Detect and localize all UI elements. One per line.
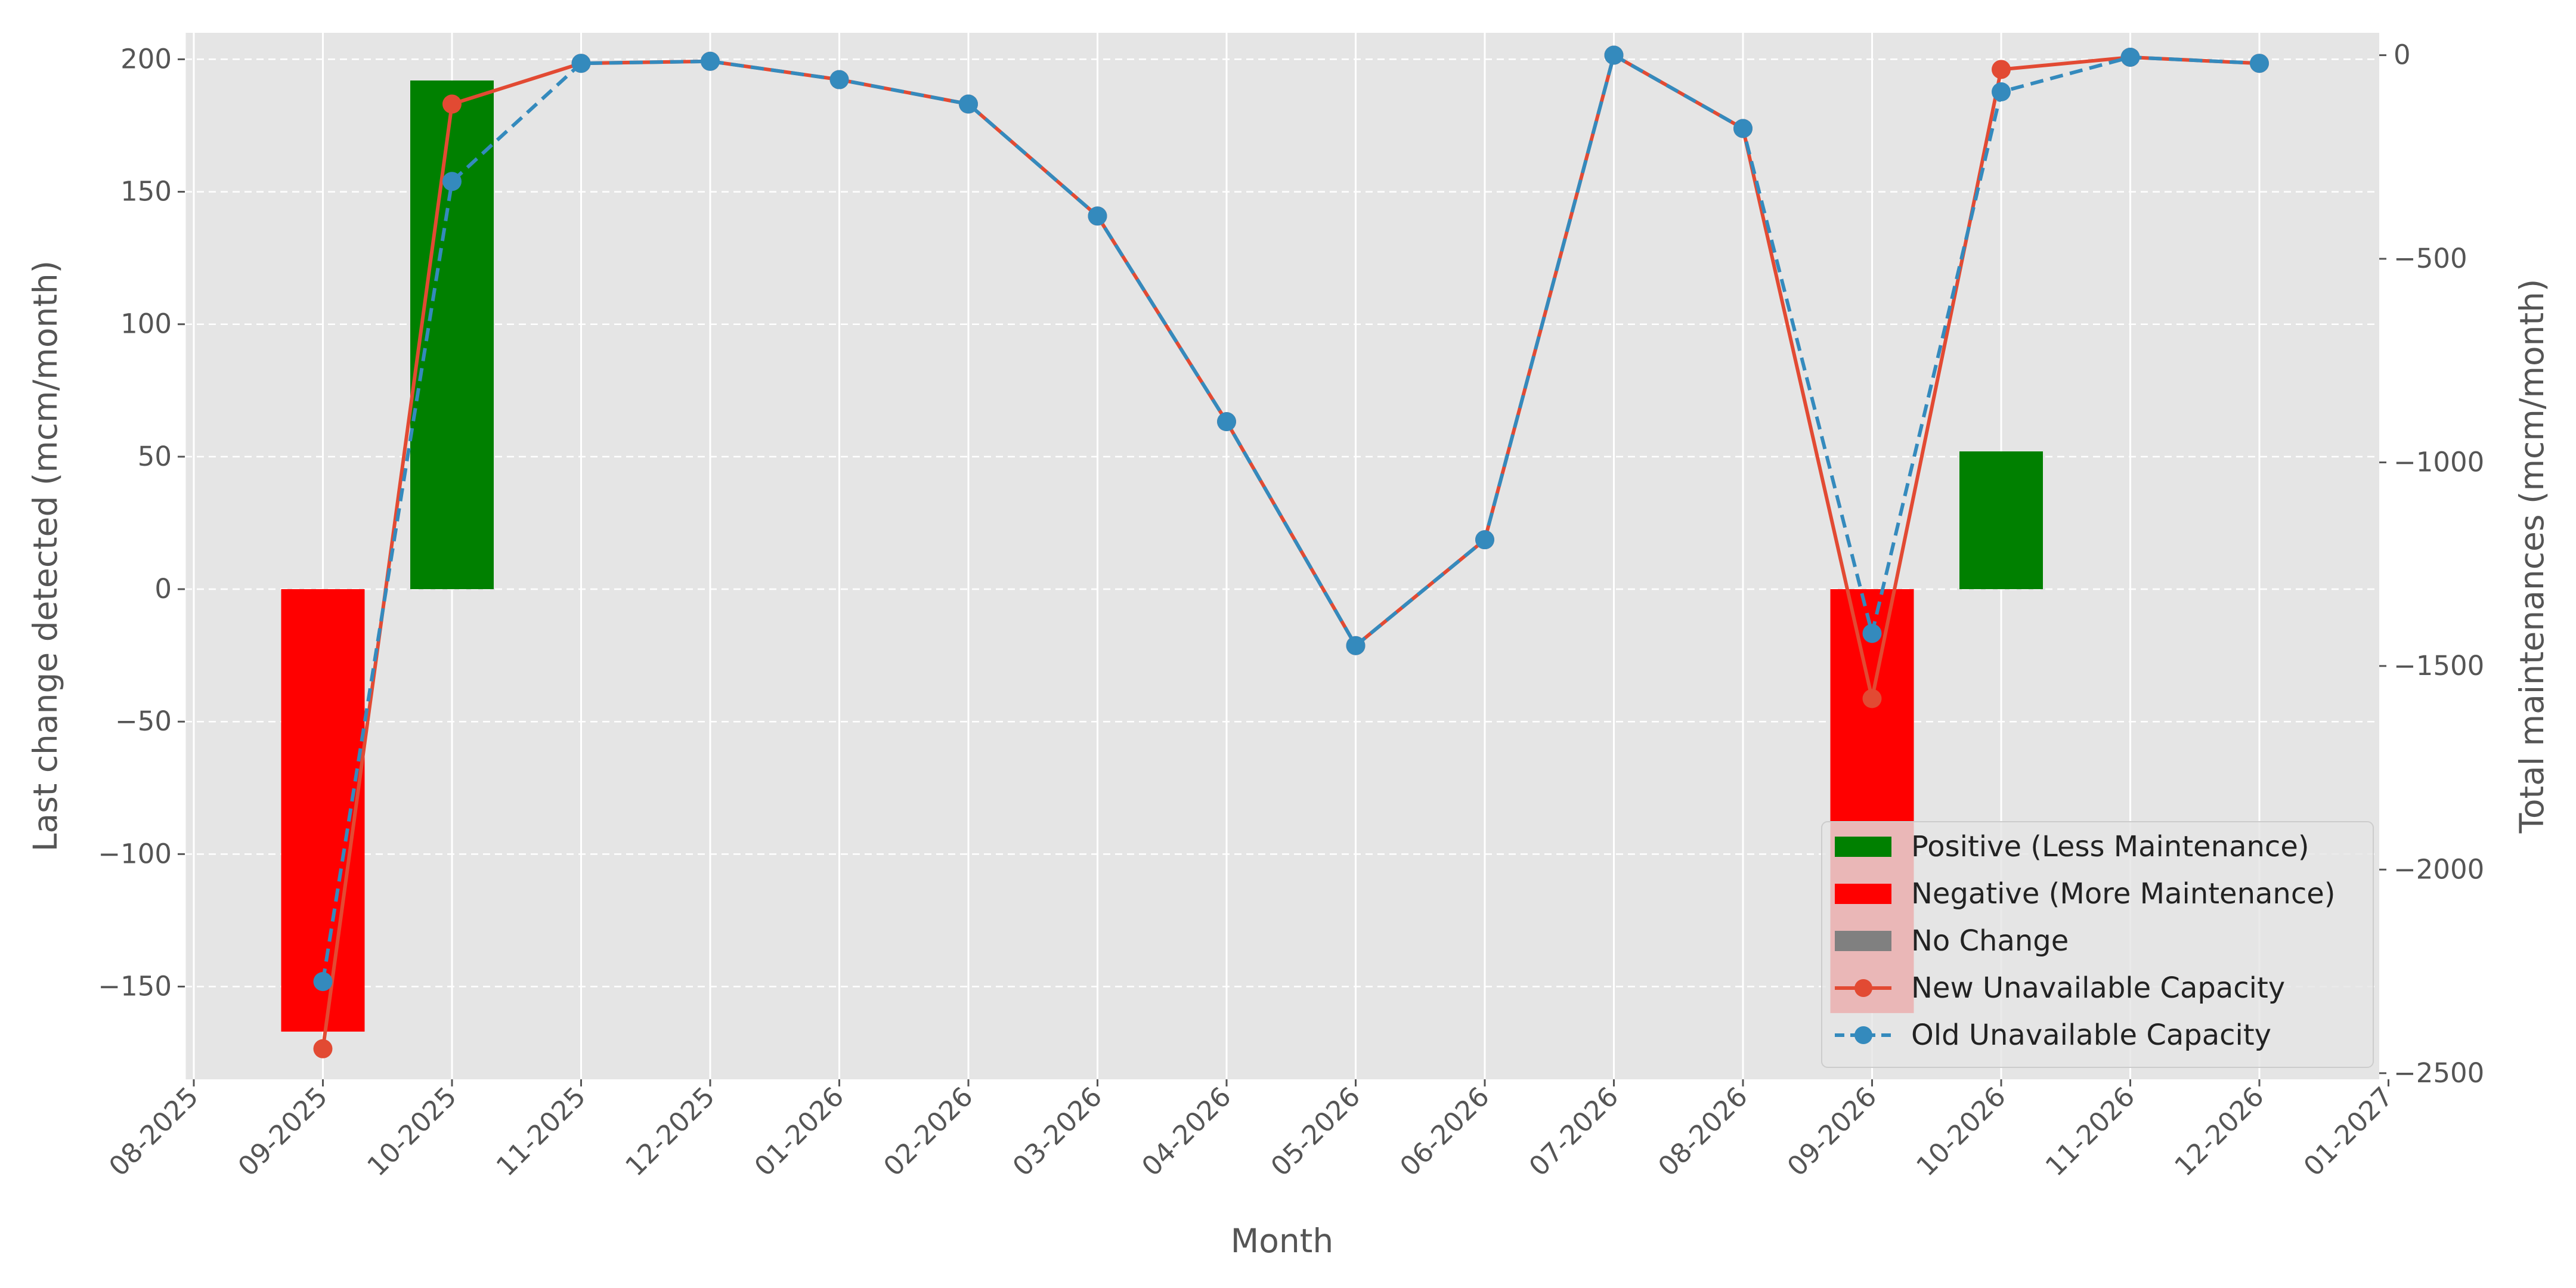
point-old-04-2026 xyxy=(1217,412,1236,432)
legend-label: No Change xyxy=(1911,924,2069,958)
legend-label: New Unavailable Capacity xyxy=(1911,971,2285,1005)
y-tick-label: −150 xyxy=(98,970,172,1002)
x-tick-label: 03-2026 xyxy=(1007,1080,1108,1182)
x-tick-label: 09-2026 xyxy=(1781,1080,1883,1182)
y2-axis-label: Total maintenances (mcm/month) xyxy=(2513,279,2551,834)
x-tick-label: 01-2026 xyxy=(748,1080,850,1182)
point-old-12-2026 xyxy=(2250,54,2269,73)
y-tick-label: 50 xyxy=(138,441,172,472)
y-axis-label: Last change detected (mcm/month) xyxy=(26,261,64,852)
y2-tick-label: −1500 xyxy=(2394,650,2484,682)
y-tick-label: 100 xyxy=(120,308,172,340)
point-old-03-2026 xyxy=(1088,206,1107,226)
point-old-09-2026 xyxy=(1862,624,1882,643)
legend-swatch-negative xyxy=(1835,884,1891,904)
x-tick-label: 09-2025 xyxy=(232,1080,333,1182)
point-old-09-2025 xyxy=(313,972,333,992)
x-tick-label: 06-2026 xyxy=(1394,1080,1495,1182)
x-tick-label: 10-2026 xyxy=(1910,1080,2011,1182)
y2-tick-label: −1000 xyxy=(2394,446,2484,478)
legend-swatch-no_change xyxy=(1835,931,1891,951)
series-line-new xyxy=(321,53,2260,1049)
point-new-10-2026 xyxy=(1992,60,2011,79)
y2-tick-label: −2500 xyxy=(2394,1057,2484,1089)
x-axis-label: Month xyxy=(1231,1222,1333,1260)
y-tick-label: 200 xyxy=(120,43,172,75)
y-tick-label: 0 xyxy=(154,573,172,605)
point-old-10-2026 xyxy=(1992,82,2011,102)
y2-tick-label: −500 xyxy=(2394,243,2467,274)
point-old-06-2026 xyxy=(1475,530,1494,550)
point-old-01-2026 xyxy=(829,70,849,89)
y-tick-label: −50 xyxy=(115,705,172,737)
point-new-09-2026 xyxy=(1862,689,1882,708)
x-tick-label: 02-2026 xyxy=(877,1080,979,1182)
x-tick-label: 07-2026 xyxy=(1523,1080,1624,1182)
x-tick-label: 04-2026 xyxy=(1135,1080,1237,1182)
point-old-10-2025 xyxy=(442,172,462,191)
x-tick-label: 08-2026 xyxy=(1652,1080,1753,1182)
x-tick-label: 12-2025 xyxy=(619,1080,720,1182)
point-old-05-2026 xyxy=(1346,636,1366,655)
x-tick-label: 10-2025 xyxy=(361,1080,462,1182)
x-tick-label: 05-2026 xyxy=(1265,1080,1366,1182)
legend-label: Positive (Less Maintenance) xyxy=(1911,830,2309,863)
y-tick-label: −100 xyxy=(98,838,172,869)
bar-10-2026 xyxy=(1959,451,2043,590)
x-tick-label: 11-2025 xyxy=(490,1080,592,1182)
x-tick-label: 12-2026 xyxy=(2168,1080,2270,1182)
x-tick-label: 11-2026 xyxy=(2039,1080,2141,1182)
legend: Positive (Less Maintenance) Negative (Mor… xyxy=(1821,821,2374,1068)
point-old-02-2026 xyxy=(959,94,978,114)
legend-label: Negative (More Maintenance) xyxy=(1911,877,2336,911)
x-tick-label: 01-2027 xyxy=(2298,1080,2399,1182)
x-tick-label: 08-2025 xyxy=(103,1080,204,1182)
y2-tick-label: −2000 xyxy=(2394,853,2484,885)
point-old-07-2026 xyxy=(1604,45,1624,65)
y-tick-label: 150 xyxy=(120,176,172,208)
point-new-09-2025 xyxy=(313,1039,333,1058)
point-old-08-2026 xyxy=(1733,119,1753,138)
legend-label: Old Unavailable Capacity xyxy=(1911,1018,2271,1052)
legend-swatch-positive xyxy=(1835,837,1891,857)
point-old-11-2026 xyxy=(2120,47,2140,67)
bar-10-2025 xyxy=(410,80,494,590)
point-old-11-2025 xyxy=(571,54,591,73)
legend-marker-old_line xyxy=(1854,1026,1872,1044)
legend-box xyxy=(1821,821,2374,1068)
legend-marker-new_line xyxy=(1854,979,1872,997)
y2-tick-label: 0 xyxy=(2394,39,2411,71)
point-new-10-2025 xyxy=(442,94,462,114)
point-old-12-2025 xyxy=(701,51,720,71)
